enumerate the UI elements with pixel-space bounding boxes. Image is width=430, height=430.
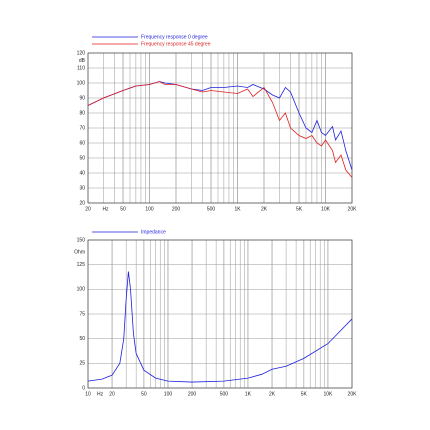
x-axis-label: Hz <box>102 206 109 212</box>
y-tick-label: 90 <box>79 95 85 101</box>
y-tick-label: 50 <box>79 336 85 342</box>
y-tick-label: 20 <box>79 200 85 206</box>
x-tick-label: 20K <box>348 206 358 212</box>
x-tick-label: 200 <box>188 391 197 397</box>
y-axis-label: Ohm <box>74 250 85 256</box>
x-tick-label: 20 <box>109 391 115 397</box>
series-line <box>87 81 353 178</box>
y-tick-label: 80 <box>79 110 85 116</box>
plot-frame <box>87 52 353 204</box>
x-tick-label: 500 <box>207 206 216 212</box>
x-tick-label: 200 <box>172 206 181 212</box>
x-tick-label: 5K <box>301 391 308 397</box>
y-tick-label: 25 <box>79 361 85 367</box>
y-tick-label: 100 <box>77 80 86 86</box>
x-tick-label: 5K <box>296 206 303 212</box>
x-tick-label: 20K <box>348 391 358 397</box>
y-tick-label: 75 <box>79 311 85 317</box>
y-tick-label: 110 <box>77 65 85 71</box>
x-tick-label: 2K <box>261 206 268 212</box>
x-tick-label: 100 <box>145 206 154 212</box>
x-tick-label: 500 <box>220 391 229 397</box>
y-tick-label: 60 <box>79 140 85 146</box>
x-tick-label: 10K <box>321 206 331 212</box>
plot-frame <box>87 239 353 389</box>
x-tick-label: 50 <box>141 391 147 397</box>
y-tick-label: 70 <box>79 125 85 131</box>
x-tick-label: 10K <box>323 391 333 397</box>
y-tick-label: 125 <box>77 262 86 268</box>
y-tick-label: 30 <box>79 185 85 191</box>
x-axis-label: Hz <box>97 391 104 397</box>
y-tick-label: 50 <box>79 155 85 161</box>
x-tick-label: 2K <box>269 391 276 397</box>
y-tick-label: 40 <box>79 170 85 176</box>
x-tick-label: 1K <box>234 206 241 212</box>
x-tick-label: 100 <box>164 391 173 397</box>
y-tick-label: 120 <box>77 50 86 56</box>
x-tick-label: 1K <box>245 391 252 397</box>
legend-label: Impedance <box>141 229 166 235</box>
y-tick-label: 0 <box>82 385 85 391</box>
legend-label: Frequency response 45 degree <box>141 41 211 47</box>
x-tick-label: 10 <box>85 391 91 397</box>
y-axis-label: dB <box>79 58 86 64</box>
y-tick-label: 150 <box>77 237 86 243</box>
legend-label: Frequency response 0 degree <box>141 34 208 40</box>
series-line <box>87 271 353 383</box>
y-tick-label: 100 <box>77 287 86 293</box>
x-tick-label: 50 <box>120 206 126 212</box>
x-tick-label: 20 <box>85 206 91 212</box>
series-line <box>87 81 353 171</box>
